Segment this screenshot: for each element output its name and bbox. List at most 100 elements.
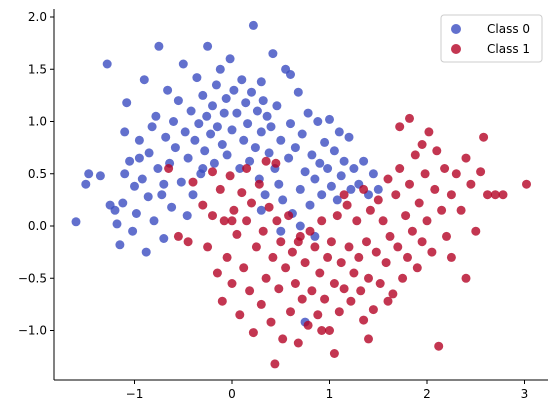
legend-frame: [440, 14, 543, 63]
point-class-0-23: [149, 216, 159, 226]
y-tick-label: 1.0: [28, 115, 47, 129]
point-class-1-114: [405, 113, 414, 123]
y-tick-label: 2.0: [28, 10, 47, 24]
point-class-0-30: [163, 85, 173, 95]
point-class-1-0: [173, 231, 183, 241]
legend-label-0: Class 0: [487, 22, 530, 36]
point-class-1-19: [245, 286, 255, 296]
point-class-1-36: [284, 211, 294, 221]
point-class-1-121: [271, 158, 281, 168]
point-class-1-95: [427, 247, 437, 257]
point-class-1-37: [286, 307, 295, 317]
point-class-0-4: [102, 59, 112, 69]
point-class-0-38: [180, 127, 190, 137]
point-class-0-131: [159, 179, 169, 189]
point-class-1-97: [432, 146, 442, 156]
point-class-1-34: [278, 334, 288, 344]
point-class-0-25: [153, 164, 163, 173]
point-class-1-62: [346, 296, 356, 306]
legend: Class 0 Class 1: [440, 14, 543, 63]
point-class-1-126: [461, 273, 471, 283]
point-class-0-111: [336, 171, 346, 181]
point-class-0-36: [176, 177, 186, 187]
point-class-0-94: [295, 184, 305, 194]
point-class-1-130: [317, 326, 327, 335]
y-axis-ticks: −1.0 −0.5 0.0 0.5 1.0 1.5 2.0: [18, 10, 54, 338]
point-class-1-110: [483, 190, 492, 200]
point-class-0-89: [284, 153, 294, 163]
point-class-1-87: [407, 226, 417, 236]
point-class-1-3: [198, 200, 208, 210]
point-class-0-117: [359, 156, 369, 166]
point-class-0-71: [247, 87, 256, 97]
point-class-1-42: [297, 294, 307, 304]
point-class-0-22: [147, 122, 157, 132]
point-class-1-61: [344, 242, 354, 252]
point-class-1-99: [437, 205, 447, 215]
point-class-0-51: [206, 129, 216, 139]
point-class-0-122: [295, 221, 305, 231]
point-class-0-54: [211, 80, 221, 90]
point-class-0-120: [373, 184, 383, 194]
point-class-1-73: [373, 195, 383, 205]
point-class-1-117: [364, 334, 373, 344]
point-class-0-49: [202, 111, 212, 121]
point-class-0-1: [81, 179, 91, 189]
point-class-1-27: [264, 202, 274, 212]
point-class-1-93: [422, 216, 432, 226]
point-class-0-130: [256, 77, 266, 87]
point-class-0-127: [120, 169, 130, 179]
point-class-1-50: [317, 216, 327, 226]
point-class-1-103: [451, 169, 461, 179]
point-class-0-86: [276, 135, 286, 145]
point-class-0-81: [266, 122, 276, 132]
point-class-0-115: [349, 164, 359, 173]
point-class-0-82: [268, 49, 278, 59]
point-class-0-67: [239, 135, 249, 145]
point-class-1-28: [266, 317, 276, 327]
point-class-0-24: [151, 111, 161, 121]
point-class-0-70: [245, 156, 255, 166]
point-class-1-49: [315, 268, 325, 278]
legend-marker-0: [451, 24, 461, 34]
point-class-0-10: [120, 127, 130, 137]
point-class-0-63: [229, 85, 239, 95]
point-class-1-101: [442, 231, 451, 241]
point-class-0-58: [219, 108, 229, 118]
point-class-0-2: [84, 169, 94, 179]
point-class-0-65: [235, 164, 245, 173]
point-class-0-85: [274, 179, 284, 189]
point-class-1-116: [417, 140, 427, 149]
point-class-1-45: [305, 226, 315, 236]
point-class-1-40: [293, 338, 303, 348]
point-class-0-102: [315, 158, 325, 168]
point-class-1-57: [334, 307, 344, 317]
x-tick-label: 1: [326, 387, 334, 401]
point-class-1-88: [410, 150, 420, 160]
point-class-1-96: [430, 184, 440, 194]
point-class-0-61: [225, 54, 235, 64]
point-class-1-5: [208, 211, 217, 221]
point-class-0-47: [198, 90, 208, 100]
point-class-0-99: [307, 150, 317, 160]
point-class-0-76: [256, 127, 266, 137]
point-class-0-9: [118, 198, 128, 208]
point-class-0-57: [217, 140, 227, 149]
point-class-1-115: [395, 122, 405, 132]
point-class-0-45: [194, 119, 204, 129]
point-class-0-97: [303, 108, 313, 118]
point-class-1-77: [383, 174, 393, 184]
point-class-1-65: [354, 252, 364, 262]
point-class-1-107: [471, 226, 481, 236]
point-class-1-76: [381, 258, 391, 268]
point-class-0-52: [208, 101, 217, 111]
point-class-1-131: [359, 315, 369, 325]
point-class-0-27: [157, 190, 167, 200]
point-class-1-10: [222, 252, 232, 262]
point-class-0-19: [141, 247, 151, 257]
point-class-1-104: [456, 205, 466, 215]
point-class-0-8: [115, 240, 125, 250]
point-class-0-12: [125, 156, 135, 166]
point-class-1-91: [417, 237, 427, 247]
